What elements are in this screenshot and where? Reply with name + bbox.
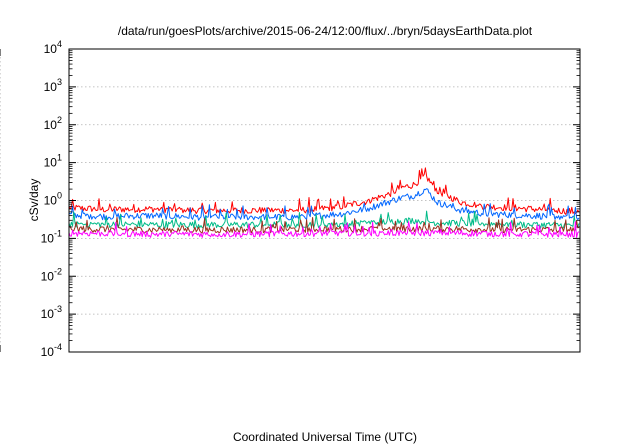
y-axis: 104 103 102 101 100 10-1 10-2 10-3 10-4: [41, 39, 580, 359]
y-tick-label: 10-4: [41, 342, 62, 359]
grid: [0, 49, 580, 352]
x-axis-label: Coordinated Universal Time (UTC): [233, 430, 417, 444]
y-tick-label: 10-3: [41, 304, 62, 321]
series-line: [68, 216, 580, 234]
series-layer: [68, 167, 580, 238]
series-line: [68, 221, 580, 238]
y-tick-label: 103: [44, 77, 62, 94]
y-tick-label: 10-2: [41, 266, 62, 283]
y-tick-label: 101: [44, 153, 62, 170]
series-line: [68, 167, 580, 215]
chart-title: /data/run/goesPlots/archive/2015-06-24/1…: [118, 24, 533, 38]
y-tick-label: 10-1: [41, 228, 62, 245]
series-line: [68, 188, 580, 221]
series-line: [68, 210, 580, 229]
y-tick-label: 102: [44, 115, 62, 132]
y-tick-label: 100: [44, 191, 62, 208]
y-tick-label: 104: [44, 39, 62, 56]
y-axis-label: cSv/day: [27, 179, 41, 222]
